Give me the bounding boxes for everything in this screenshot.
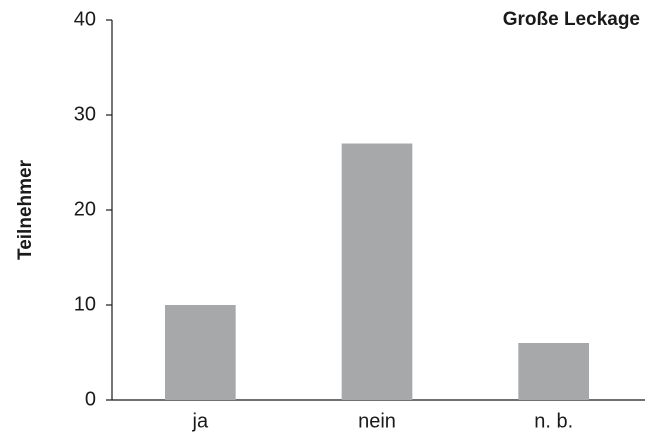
bar	[518, 343, 589, 400]
y-tick-label: 20	[74, 198, 96, 220]
y-tick-label: 40	[74, 8, 96, 30]
chart-title: Große Leckage	[503, 9, 640, 30]
x-tick-label: ja	[192, 410, 209, 432]
y-tick-label: 0	[85, 388, 96, 410]
y-tick-label: 30	[74, 103, 96, 125]
bar	[341, 143, 413, 400]
y-tick-label: 10	[74, 293, 96, 315]
x-tick-label: n. b.	[534, 410, 573, 432]
bar	[165, 305, 236, 400]
x-tick-label: nein	[358, 410, 396, 432]
y-axis-label: Teilnehmer	[15, 159, 36, 260]
